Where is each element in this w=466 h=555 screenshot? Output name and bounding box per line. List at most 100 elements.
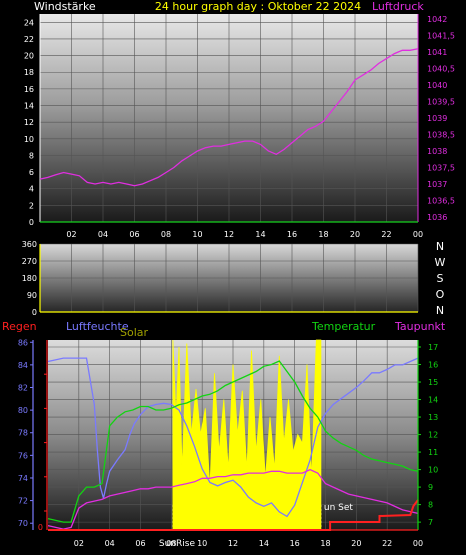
series-solar-area bbox=[172, 339, 322, 531]
panel3-x-tick-label: 16 bbox=[290, 539, 300, 548]
compass-label: S bbox=[437, 272, 444, 285]
panel1-left-tick-label: 16 bbox=[24, 85, 34, 94]
compass-label: N bbox=[436, 240, 444, 253]
panel2-left-tick-label: 180 bbox=[22, 274, 37, 283]
panel3-x-ticks: 02 04 06 08 10 12 14 16 18 20 22 00 bbox=[74, 539, 423, 548]
panel1-left-tick-label: 6 bbox=[29, 168, 34, 177]
panel1-x-tick-label: 10 bbox=[192, 230, 202, 239]
panel3-x-tick-label: 04 bbox=[105, 539, 115, 548]
temperature-tick-label: 12 bbox=[428, 431, 438, 440]
panel2-grid bbox=[39, 243, 419, 313]
panel3-series bbox=[47, 357, 419, 531]
panel1-x-ticks: 02 04 06 08 10 12 14 16 18 20 22 00 bbox=[66, 230, 423, 239]
panel3-x-tick-label: 06 bbox=[135, 539, 145, 548]
panel2-left-tick-label: 0 bbox=[32, 308, 37, 317]
temperature-tick-label: 9 bbox=[428, 483, 433, 492]
panel1-x-tick-label: 14 bbox=[255, 230, 265, 239]
panel1-left-tick-label: 4 bbox=[29, 185, 34, 194]
humidity-tick-label: 74 bbox=[18, 474, 28, 483]
humidity-tick-label: 82 bbox=[18, 384, 28, 393]
panel1-x-tick-label: 00 bbox=[413, 230, 423, 239]
panel1-right-tick-label: 1039 bbox=[427, 114, 447, 123]
panel2-left-ticks: 360 270 180 90 0 bbox=[22, 240, 37, 317]
panel1-x-tick-label: 04 bbox=[98, 230, 108, 239]
panel1-x-tick-label: 12 bbox=[224, 230, 234, 239]
panel1-right-tick-label: 1037 bbox=[427, 180, 447, 189]
wind-axis-title: Windstärke bbox=[34, 0, 96, 13]
panel1-series bbox=[39, 48, 419, 223]
panel1-right-tick-label: 1041 bbox=[427, 48, 447, 57]
temperature-tick-label: 17 bbox=[428, 343, 438, 352]
panel1-left-tick-label: 0 bbox=[29, 218, 34, 227]
panel3-x-tick-label: 00 bbox=[413, 539, 423, 548]
luftfeuchte-label: Luftfeuchte bbox=[66, 320, 129, 333]
chart-title: 24 hour graph day : Oktober 22 2024 bbox=[155, 0, 361, 13]
regen-label: Regen bbox=[2, 320, 37, 333]
panel1-left-tick-label: 2 bbox=[29, 201, 34, 210]
panel1-left-tick-label: 8 bbox=[29, 151, 34, 160]
solar-label: Solar bbox=[120, 326, 149, 339]
panel3-x-tick-label: 12 bbox=[228, 539, 238, 548]
temperature-tick-label: 14 bbox=[428, 396, 438, 405]
series-taupunkt-line bbox=[47, 468, 419, 530]
panel2-left-tick-label: 270 bbox=[22, 257, 37, 266]
panel1-right-tick-label: 1036 bbox=[427, 213, 447, 222]
panel1-left-tick-label: 10 bbox=[24, 135, 34, 144]
panel3-solar bbox=[172, 339, 322, 531]
humidity-tick-label: 76 bbox=[18, 451, 28, 460]
humidity-tick-label: 80 bbox=[18, 406, 28, 415]
panel1-right-tick-label: 1042 bbox=[427, 15, 447, 24]
panel1-right-tick-label: 1037,5 bbox=[427, 164, 455, 173]
panel2-left-tick-label: 360 bbox=[22, 240, 37, 249]
humidity-tick-label: 84 bbox=[18, 361, 28, 370]
panel1-right-tick-label: 1038 bbox=[427, 147, 447, 156]
compass-label: W bbox=[435, 256, 446, 269]
panel1-left-tick-label: 24 bbox=[24, 18, 34, 27]
series-temperatur-line bbox=[47, 360, 419, 523]
panel1-x-tick-label: 18 bbox=[318, 230, 328, 239]
panel1-right-tick-label: 1040,5 bbox=[427, 64, 455, 73]
temperature-tick-label: 11 bbox=[428, 448, 438, 457]
panel1-left-tick-label: 18 bbox=[24, 68, 34, 77]
humidity-tick-label: 72 bbox=[18, 497, 28, 506]
panel1-x-tick-label: 22 bbox=[381, 230, 391, 239]
panel1-right-tick-label: 1040 bbox=[427, 81, 447, 90]
panel1-left-tick-label: 20 bbox=[24, 52, 34, 61]
compass-label: N bbox=[436, 304, 444, 317]
compass-label: O bbox=[436, 288, 445, 301]
panel1-grid bbox=[39, 14, 419, 223]
panel1-right-tick-label: 1041,5 bbox=[427, 31, 455, 40]
panel1-x-tick-label: 08 bbox=[161, 230, 171, 239]
panel1-left-tick-label: 22 bbox=[24, 35, 34, 44]
temperature-tick-label: 16 bbox=[428, 361, 438, 370]
temperature-tick-label: 7 bbox=[428, 518, 433, 527]
panel1-left-tick-label: 12 bbox=[24, 118, 34, 127]
panel3-x-tick-label: 02 bbox=[74, 539, 84, 548]
temperatur-label: Temperatur bbox=[311, 320, 376, 333]
humidity-tick-label: 70 bbox=[18, 519, 28, 528]
panel1-right-tick-label: 1038,5 bbox=[427, 131, 455, 140]
panel1-right-tick-label: 1039,5 bbox=[427, 97, 455, 106]
panel3-x-tick-label: 22 bbox=[382, 539, 392, 548]
taupunkt-label: Taupunkt bbox=[394, 320, 446, 333]
panel1-x-tick-label: 20 bbox=[350, 230, 360, 239]
panel1-right-tick-label: 1036,5 bbox=[427, 197, 455, 206]
series-luftdruck-line bbox=[39, 48, 419, 187]
regen-tick-label: 0 bbox=[38, 523, 43, 532]
panel3-x-tick-label: 08 bbox=[166, 539, 176, 548]
humidity-tick-label: 86 bbox=[18, 338, 28, 347]
panel1-x-tick-label: 06 bbox=[129, 230, 139, 239]
temperature-tick-label: 8 bbox=[428, 501, 433, 510]
panel2-left-tick-label: 90 bbox=[27, 291, 37, 300]
sunset-label: un Set bbox=[324, 503, 354, 513]
panel3-x-tick-label: 18 bbox=[320, 539, 330, 548]
temperature-tick-label: 15 bbox=[428, 378, 438, 387]
panel3-x-tick-label: 14 bbox=[259, 539, 269, 548]
series-luftfeuchte-line bbox=[47, 357, 419, 518]
pressure-axis-title: Luftdruck bbox=[372, 0, 424, 13]
humidity-tick-label: 78 bbox=[18, 429, 28, 438]
